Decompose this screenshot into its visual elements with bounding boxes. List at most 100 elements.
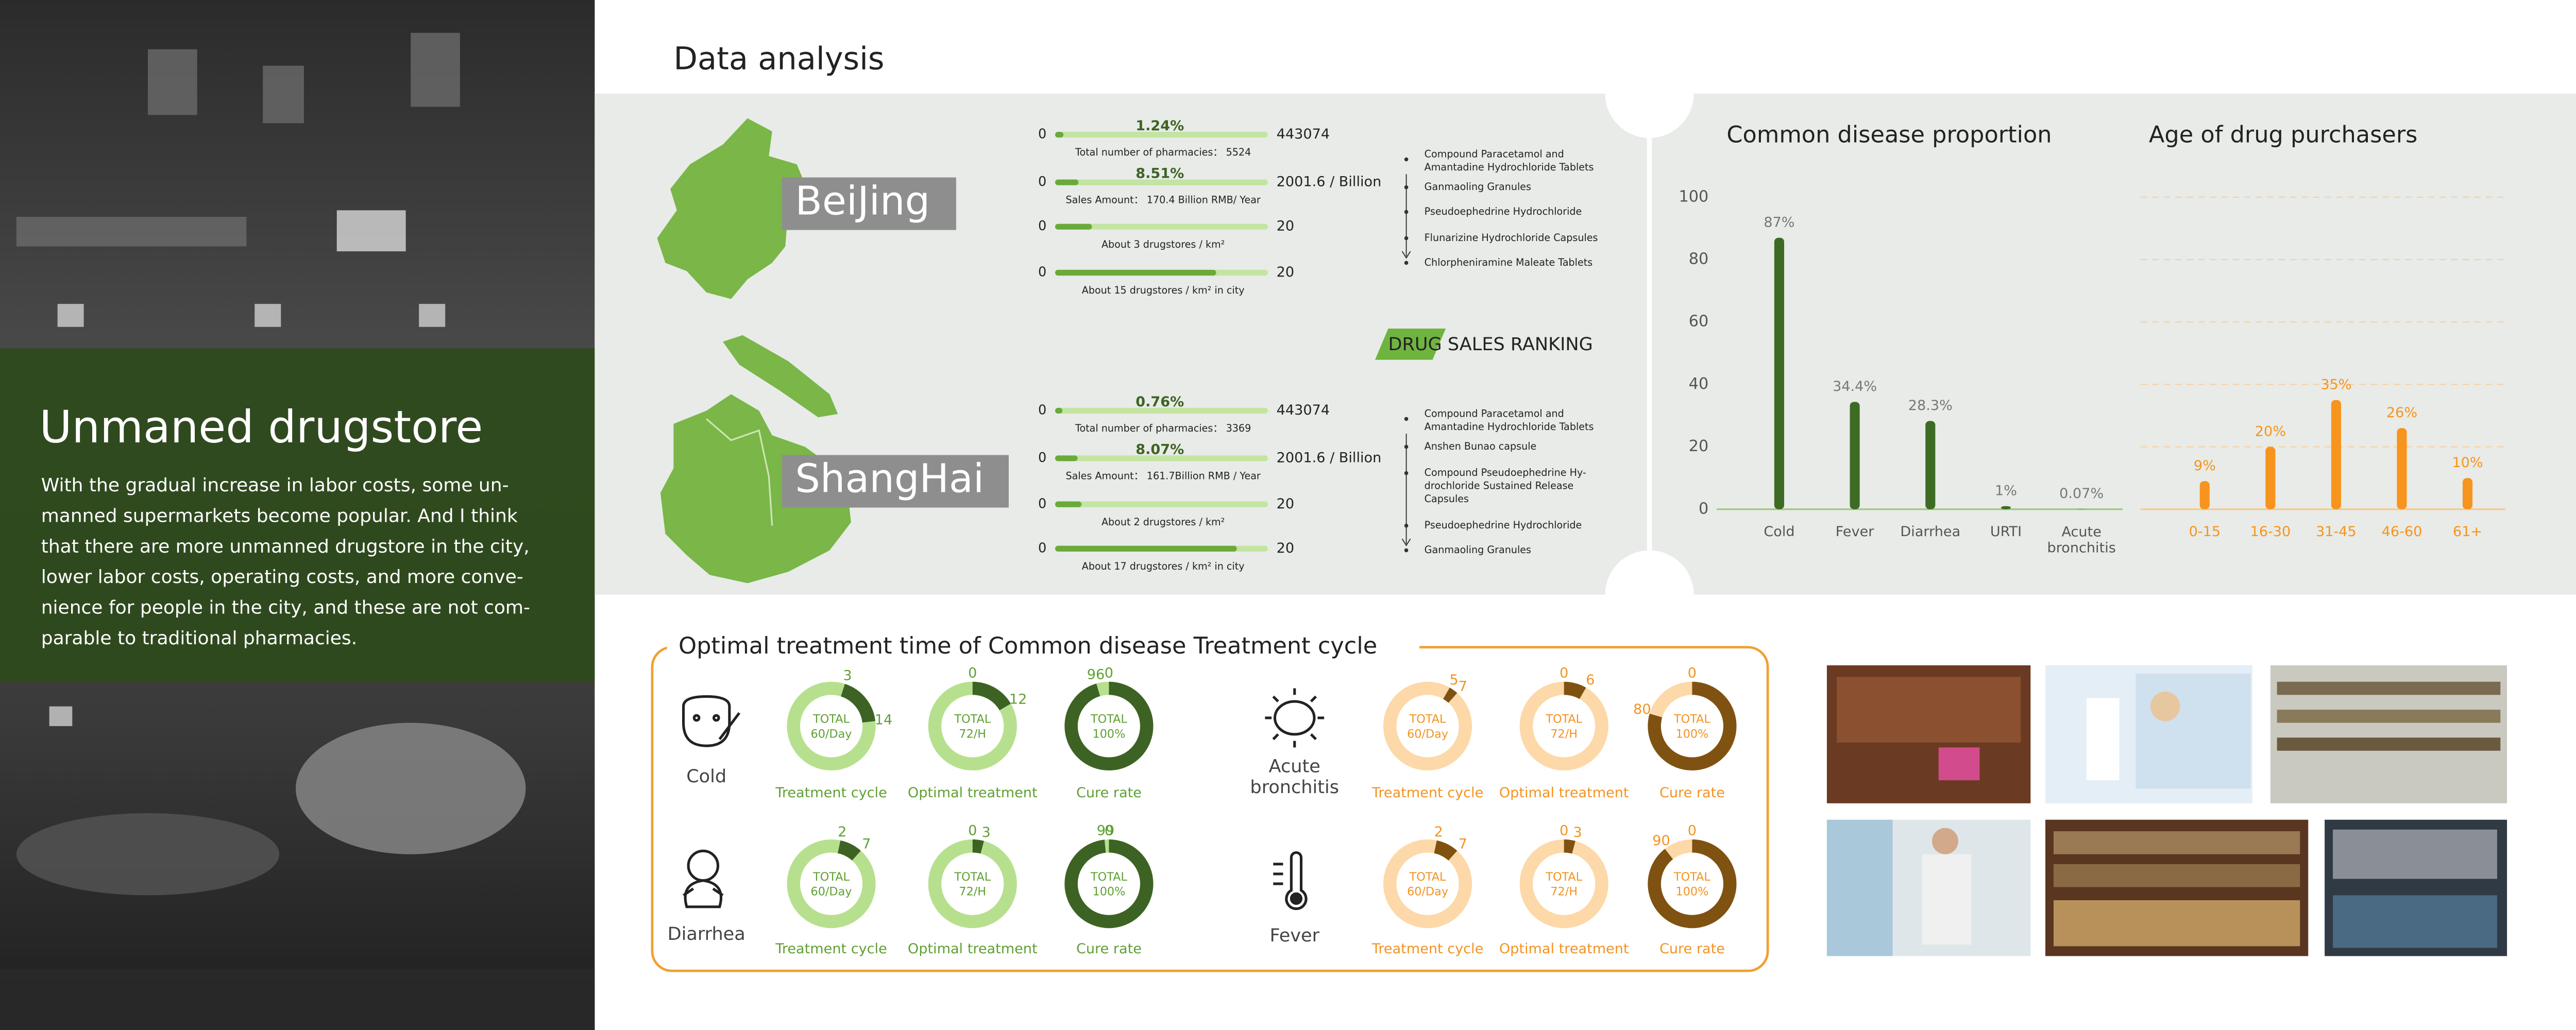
rank-item: Flunarizine Hydrochloride Capsules (1425, 232, 1598, 244)
donut-total: 60/Day (811, 885, 852, 899)
bar (1925, 421, 1936, 509)
donut-label: Treatment cycle (1371, 785, 1483, 801)
donut-segment (1064, 681, 1154, 771)
bar-end: 20 (1277, 496, 1294, 512)
donut-label: Treatment cycle (775, 941, 887, 957)
paragraph-line: lower labor costs, operating costs, and … (41, 566, 523, 588)
rank-item: Capsules (1425, 493, 1469, 505)
donut-value: 3 (982, 825, 991, 840)
donut-label: Optimal treatment (908, 941, 1038, 957)
rank-bullet (1404, 210, 1409, 214)
donut-ring (928, 839, 1017, 929)
value-label: 9% (2194, 458, 2216, 474)
disease-name: Cold (686, 766, 726, 787)
rank-bullet (1404, 185, 1409, 190)
x-tick-label: 31-45 (2316, 524, 2357, 540)
donut-center: TOTAL (954, 870, 991, 884)
donut-total: 72/H (959, 727, 986, 741)
paragraph-line: nience for people in the city, and these… (41, 597, 530, 618)
rank-bullet (1404, 236, 1409, 241)
donut-total: 72/H (959, 885, 986, 899)
donut-value: 12 (1009, 691, 1027, 707)
donut-value: 80 (1633, 701, 1651, 717)
donut-center: TOTAL (1673, 870, 1710, 884)
x-tick-label: Cold (1764, 524, 1794, 540)
city-name: BeiJing (795, 179, 930, 225)
title-mask (667, 630, 1420, 664)
donut-value: 0 (1560, 823, 1568, 839)
donut-center: TOTAL (1545, 713, 1582, 726)
chart-title: Age of drug purchasers (2149, 122, 2418, 148)
district-line (706, 418, 773, 526)
donut-ring (1519, 681, 1608, 771)
chart-title: Common disease proportion (1726, 122, 2052, 148)
text-line: Acute (2061, 524, 2101, 540)
donut-center: TOTAL (812, 713, 850, 726)
treatment-title: Optimal treatment time of Common disease… (679, 632, 1377, 659)
bar-start: 0 (1038, 218, 1046, 234)
bar-start: 0 (1038, 540, 1046, 556)
donut-value: 2 (838, 824, 846, 840)
rank-item: drochloride Sustained Release (1425, 480, 1574, 492)
donut-value: 14 (875, 712, 892, 728)
shanghai-island (723, 335, 838, 418)
bar-start: 0 (1038, 174, 1046, 190)
donut-segment (1648, 839, 1737, 929)
bar-value: 8.07% (1136, 442, 1184, 458)
donut-segment (1519, 681, 1608, 771)
donut-label: Cure rate (1076, 785, 1142, 801)
value-label: 26% (2386, 405, 2417, 421)
bar-end: 20 (1277, 218, 1294, 234)
y-tick-label: 40 (1689, 375, 1709, 393)
value-label: 87% (1764, 214, 1794, 230)
donut-label: Optimal treatment (908, 785, 1038, 801)
bar-start: 0 (1038, 127, 1046, 142)
bar-caption: About 2 drugstores / km² (1101, 516, 1225, 528)
bar-end: 20 (1277, 264, 1294, 280)
text-line: Acute (1269, 756, 1320, 777)
donut-value: 0 (968, 665, 977, 681)
ranking-tag (1375, 328, 1446, 360)
bar (2331, 400, 2342, 509)
paragraph: With the gradual increase in labor costs… (41, 475, 530, 649)
donut-value: 0 (968, 823, 977, 839)
donut-total: 72/H (1550, 727, 1578, 741)
disease-name: Fever (1269, 925, 1319, 946)
bar-end: 443074 (1277, 126, 1330, 142)
donut-label: Cure rate (1659, 785, 1725, 801)
bar-value: 8.51% (1136, 166, 1184, 182)
x-tick-label: 46-60 (2382, 524, 2422, 540)
donut-value: 6 (1586, 672, 1595, 688)
donut-value: 0 (1688, 823, 1697, 839)
donut-center: TOTAL (1673, 713, 1710, 726)
city-label-box (782, 177, 956, 230)
paragraph-line: parable to traditional pharmacies. (41, 628, 357, 649)
donut-value: 2 (1434, 824, 1443, 840)
value-label: 0.07% (2059, 486, 2104, 502)
rank-bullet (1404, 548, 1409, 553)
y-tick-label: 80 (1689, 250, 1709, 268)
section-title: Data analysis (673, 41, 884, 77)
donut-value: 7 (1459, 836, 1467, 852)
x-tick-label: 61+ (2453, 524, 2482, 540)
notch (1605, 550, 1694, 639)
donut-label: Treatment cycle (1371, 941, 1483, 957)
bar-start: 0 (1038, 496, 1046, 511)
donut-label: Cure rate (1076, 941, 1142, 957)
x-tick-label: Fever (1836, 524, 1874, 540)
donut-ring (787, 839, 876, 929)
bar (1774, 237, 1785, 509)
paragraph-line: manned supermarkets become popular. And … (41, 506, 518, 527)
donut-value: 0 (1105, 665, 1113, 681)
value-label: 1% (1995, 483, 2017, 499)
rank-item: Compound Paracetamol and (1425, 148, 1564, 160)
photo-gallery (1826, 665, 2507, 956)
text-line: bronchitis (1250, 777, 1339, 798)
city-name: ShangHai (795, 456, 984, 502)
donut-value: 0 (1560, 665, 1568, 681)
bar-start: 0 (1038, 265, 1046, 280)
rank-arrow-head (1401, 251, 1411, 259)
rank-item: Compound Paracetamol and (1425, 407, 1564, 419)
donut-segment (1064, 839, 1154, 929)
